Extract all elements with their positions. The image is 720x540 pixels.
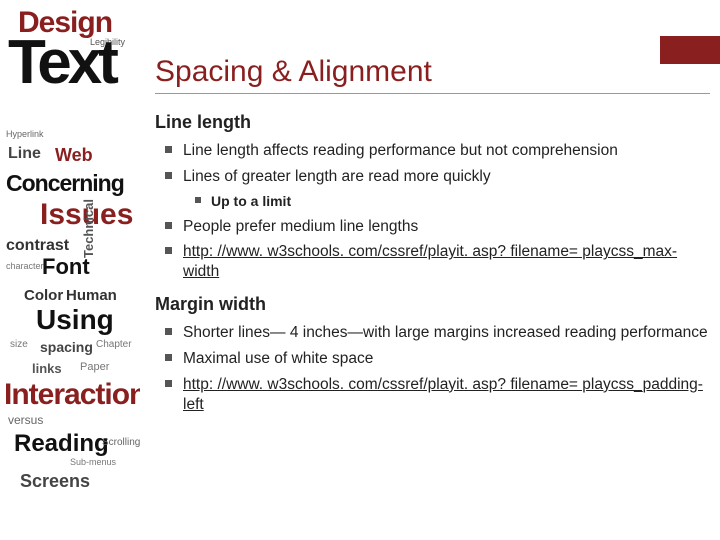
wordcloud-word: Font <box>42 256 90 278</box>
sub-bullet-list: Up to a limit <box>183 193 710 211</box>
bullet-text: Line length affects reading performance … <box>183 142 618 159</box>
bullet-text: Lines of greater length are read more qu… <box>183 168 491 185</box>
bullet-item: Maximal use of white space <box>183 349 710 369</box>
wordcloud-word: versus <box>8 414 43 426</box>
slide-title: Spacing & Alignment <box>155 55 710 94</box>
bullet-item: Line length affects reading performance … <box>183 141 710 161</box>
wordcloud-word: Scrolling <box>102 438 140 448</box>
section-heading: Line length <box>155 112 710 133</box>
wordcloud-word: Interaction <box>4 380 140 410</box>
bullet-item: http: //www. w3schools. com/cssref/playi… <box>183 242 710 282</box>
wordcloud-word: Human <box>66 288 117 303</box>
bullet-item: Lines of greater length are read more qu… <box>183 167 710 211</box>
wordcloud-word: character <box>6 262 44 271</box>
wordcloud-word: Hyperlink <box>6 130 44 139</box>
wordcloud-word: Chapter <box>96 340 132 350</box>
wordcloud-word: Concerning <box>6 172 124 195</box>
wordcloud-word: links <box>32 362 62 375</box>
wordcloud-word: Paper <box>80 362 109 373</box>
wordcloud-word: spacing <box>40 340 93 354</box>
link[interactable]: http: //www. w3schools. com/cssref/playi… <box>183 376 703 413</box>
bullet-list: Line length affects reading performance … <box>155 141 710 282</box>
wordcloud-word: Screens <box>20 472 90 490</box>
bullet-text: People prefer medium line lengths <box>183 218 418 235</box>
wordcloud-word: Color <box>24 288 63 303</box>
wordcloud-word: size <box>10 340 28 350</box>
wordcloud-word: contrast <box>6 238 69 254</box>
slide-content: Spacing & Alignment Line length Line leng… <box>155 55 710 426</box>
bullet-item: People prefer medium line lengths <box>183 217 710 237</box>
bullet-item: Shorter lines— 4 inches—with large margi… <box>183 323 710 343</box>
wordcloud-word: Using <box>36 306 114 334</box>
bullet-list: Shorter lines— 4 inches—with large margi… <box>155 323 710 414</box>
wordcloud-word: Technical <box>82 199 95 258</box>
wordcloud-word: Reading <box>14 432 109 456</box>
sidebar-wordcloud: DesignLegibilityTextLineWebConcerningHyp… <box>0 0 140 540</box>
bullet-text: Shorter lines— 4 inches—with large margi… <box>183 324 708 341</box>
bullet-text: Maximal use of white space <box>183 350 373 367</box>
section-heading: Margin width <box>155 294 710 315</box>
bullet-item: http: //www. w3schools. com/cssref/playi… <box>183 375 710 415</box>
wordcloud-word: Line <box>8 146 41 162</box>
link[interactable]: http: //www. w3schools. com/cssref/playi… <box>183 243 677 280</box>
wordcloud-word: Web <box>55 146 93 164</box>
wordcloud-word: Text <box>8 32 115 94</box>
sub-bullet-item: Up to a limit <box>211 193 710 211</box>
wordcloud-word: Sub-menus <box>70 458 116 467</box>
